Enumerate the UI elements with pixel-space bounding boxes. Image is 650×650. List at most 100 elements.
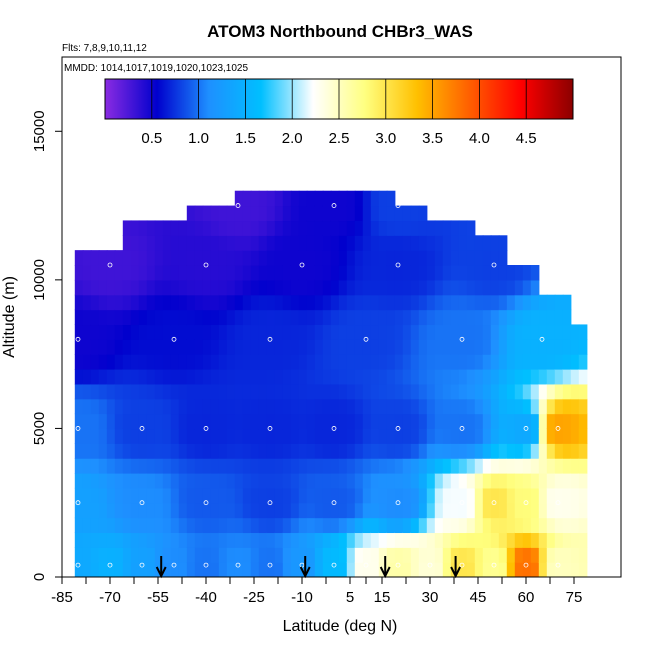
- heatmap-cell: [554, 547, 564, 563]
- heatmap-cell: [346, 398, 356, 415]
- heatmap-cell: [434, 265, 444, 281]
- heatmap-cell: [290, 413, 300, 430]
- heatmap-cell: [530, 562, 540, 577]
- heatmap-cell: [274, 473, 284, 489]
- heatmap-cell: [82, 309, 92, 326]
- heatmap-cell: [314, 458, 324, 474]
- heatmap-cell: [218, 502, 228, 519]
- heatmap-cell: [578, 487, 588, 504]
- heatmap-cell: [250, 190, 260, 207]
- heatmap-cell: [522, 369, 532, 385]
- heatmap-cell: [178, 458, 188, 474]
- heatmap-cell: [362, 190, 372, 207]
- heatmap-cell: [346, 562, 356, 577]
- heatmap-cell: [450, 235, 460, 251]
- heatmap-cell: [114, 502, 124, 519]
- heatmap-cell: [562, 383, 572, 400]
- heatmap-cell: [210, 487, 220, 504]
- heatmap-cell: [498, 354, 508, 370]
- heatmap-cell: [226, 547, 236, 563]
- heatmap-cell: [354, 502, 364, 519]
- heatmap-cell: [194, 413, 204, 430]
- heatmap-cell: [450, 324, 460, 340]
- heatmap-cell: [362, 413, 372, 430]
- heatmap-cell: [122, 220, 132, 236]
- heatmap-cell: [514, 279, 524, 296]
- heatmap-cell: [418, 339, 428, 355]
- heatmap-cell: [330, 398, 340, 415]
- colorbar-tick-label: 3.0: [375, 130, 396, 147]
- heatmap-cell: [186, 294, 196, 311]
- heatmap-cell: [386, 294, 396, 311]
- heatmap-cell: [202, 205, 212, 222]
- heatmap-cell: [522, 458, 532, 474]
- heatmap-cell: [186, 428, 196, 444]
- heatmap-cell: [450, 309, 460, 326]
- heatmap-cell: [378, 265, 388, 281]
- heatmap-cell: [218, 354, 228, 370]
- heatmap-cell: [106, 502, 116, 519]
- heatmap-cell: [74, 443, 84, 459]
- x-tick-label: -10: [291, 589, 313, 606]
- heatmap-cell: [162, 502, 172, 519]
- heatmap-cell: [394, 265, 404, 281]
- heatmap-cell: [522, 309, 532, 326]
- heatmap-cell: [290, 250, 300, 266]
- heatmap-cell: [250, 279, 260, 296]
- heatmap-cell: [234, 294, 244, 311]
- heatmap-cell: [530, 279, 540, 296]
- heatmap-cell: [154, 354, 164, 370]
- heatmap-cell: [562, 369, 572, 385]
- heatmap-cell: [330, 532, 340, 548]
- heatmap-cell: [450, 354, 460, 370]
- heatmap-cell: [458, 517, 468, 534]
- heatmap-cell: [234, 473, 244, 489]
- heatmap-cell: [298, 294, 308, 311]
- heatmap-cell: [314, 324, 324, 340]
- heatmap-cell: [506, 458, 516, 474]
- heatmap-cell: [426, 532, 436, 548]
- heatmap-cell: [482, 473, 492, 489]
- colorbar-tick-label: 3.5: [422, 130, 443, 147]
- heatmap-cell: [210, 354, 220, 370]
- heatmap-cell: [274, 250, 284, 266]
- heatmap-cell: [410, 413, 420, 430]
- heatmap-cell: [466, 235, 476, 251]
- heatmap-cell: [322, 532, 332, 548]
- heatmap-cell: [410, 220, 420, 236]
- heatmap-cell: [138, 502, 148, 519]
- heatmap-cell: [426, 354, 436, 370]
- heatmap-cell: [202, 235, 212, 251]
- heatmap-cell: [274, 220, 284, 236]
- heatmap-cell: [274, 339, 284, 355]
- heatmap-cell: [74, 562, 84, 577]
- heatmap-cell: [434, 339, 444, 355]
- heatmap-cell: [370, 562, 380, 577]
- heatmap-cell: [546, 354, 556, 370]
- heatmap-cell: [522, 383, 532, 400]
- heatmap-cell: [458, 250, 468, 266]
- heatmap-cell: [202, 428, 212, 444]
- heatmap-cell: [178, 532, 188, 548]
- heatmap-cell: [170, 517, 180, 534]
- sample-point: [555, 426, 561, 431]
- heatmap-cell: [234, 250, 244, 266]
- heatmap-cell: [578, 562, 588, 577]
- heatmap-cell: [386, 369, 396, 385]
- heatmap-cell: [394, 443, 404, 459]
- heatmap-cell: [170, 502, 180, 519]
- heatmap-cell: [434, 220, 444, 236]
- heatmap-cell: [378, 205, 388, 222]
- heatmap-cell: [498, 235, 508, 251]
- heatmap-cell: [258, 562, 268, 577]
- heatmap-cell: [346, 532, 356, 548]
- heatmap-cell: [322, 190, 332, 207]
- heatmap-cell: [354, 235, 364, 251]
- heatmap-cell: [378, 369, 388, 385]
- heatmap-cell: [466, 532, 476, 548]
- heatmap-cell: [426, 324, 436, 340]
- sample-point: [459, 336, 465, 342]
- heatmap-cell: [74, 383, 84, 400]
- heatmap-cell: [154, 265, 164, 281]
- heatmap-cell: [114, 369, 124, 385]
